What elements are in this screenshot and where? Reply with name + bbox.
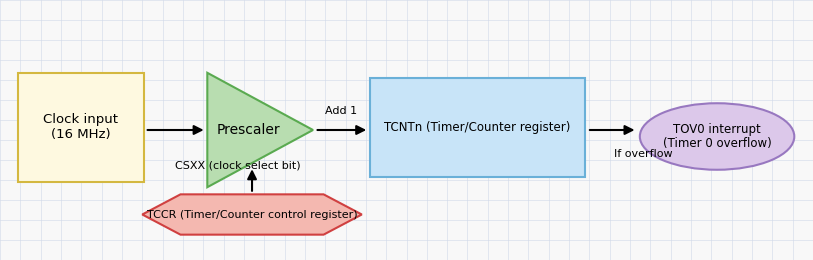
- Text: Add 1: Add 1: [325, 106, 358, 115]
- Text: If overflow: If overflow: [614, 149, 672, 159]
- Text: CSXX (clock select bit): CSXX (clock select bit): [175, 160, 301, 170]
- Polygon shape: [142, 194, 362, 235]
- Text: Prescaler: Prescaler: [216, 123, 280, 137]
- Text: Clock input
(16 MHz): Clock input (16 MHz): [43, 113, 119, 141]
- Text: TCCR (Timer/Counter control register): TCCR (Timer/Counter control register): [146, 210, 358, 219]
- FancyBboxPatch shape: [370, 78, 585, 177]
- Ellipse shape: [640, 103, 794, 170]
- FancyBboxPatch shape: [18, 73, 144, 182]
- Text: TOV0 interrupt
(Timer 0 overflow): TOV0 interrupt (Timer 0 overflow): [663, 122, 772, 151]
- Polygon shape: [207, 73, 313, 187]
- Text: TCNTn (Timer/Counter register): TCNTn (Timer/Counter register): [385, 121, 571, 134]
